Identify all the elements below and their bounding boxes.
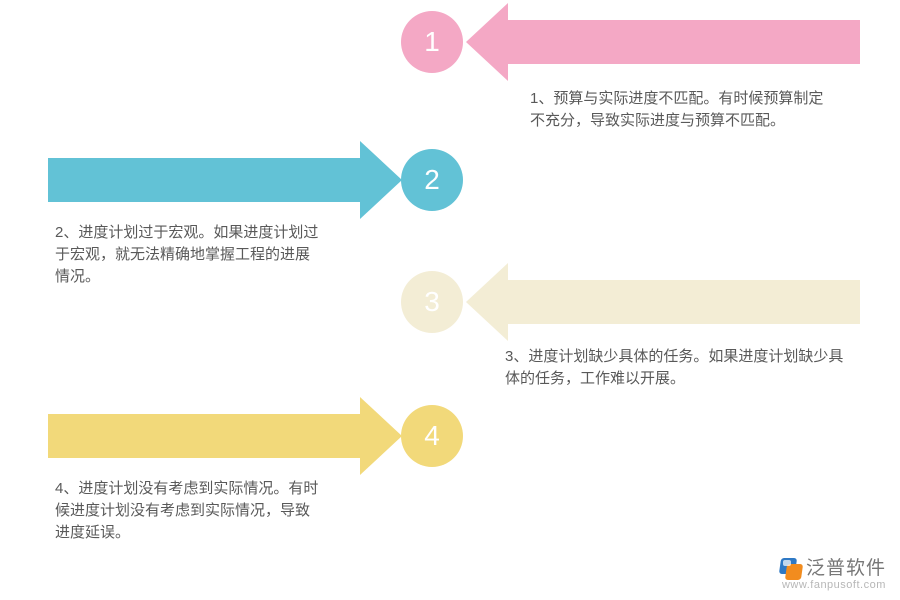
logo-icon xyxy=(780,558,802,580)
arrow-1 xyxy=(466,3,860,81)
watermark-url: www.fanpusoft.com xyxy=(782,580,886,592)
item-text-2: 2、进度计划过于宏观。如果进度计划过于宏观，就无法精确地掌握工程的进展情况。 xyxy=(55,222,320,287)
item-text-1: 1、预算与实际进度不匹配。有时候预算制定不充分，导致实际进度与预算不匹配。 xyxy=(530,88,830,132)
number-circle-4: 4 xyxy=(401,405,463,467)
item-text-3: 3、进度计划缺少具体的任务。如果进度计划缺少具体的任务，工作难以开展。 xyxy=(505,346,845,390)
watermark-text: 泛普软件 xyxy=(806,559,886,579)
item-text-4: 4、进度计划没有考虑到实际情况。有时候进度计划没有考虑到实际情况，导致进度延误。 xyxy=(55,478,320,543)
arrow-4 xyxy=(48,397,402,475)
number-circle-2: 2 xyxy=(401,149,463,211)
number-circle-1: 1 xyxy=(401,11,463,73)
number-circle-3: 3 xyxy=(401,271,463,333)
arrow-2 xyxy=(48,141,402,219)
arrow-3 xyxy=(466,263,860,341)
watermark: 泛普软件 www.fanpusoft.com xyxy=(780,558,886,592)
infographic-stage: 1 1、预算与实际进度不匹配。有时候预算制定不充分，导致实际进度与预算不匹配。 2 2… xyxy=(0,0,900,600)
